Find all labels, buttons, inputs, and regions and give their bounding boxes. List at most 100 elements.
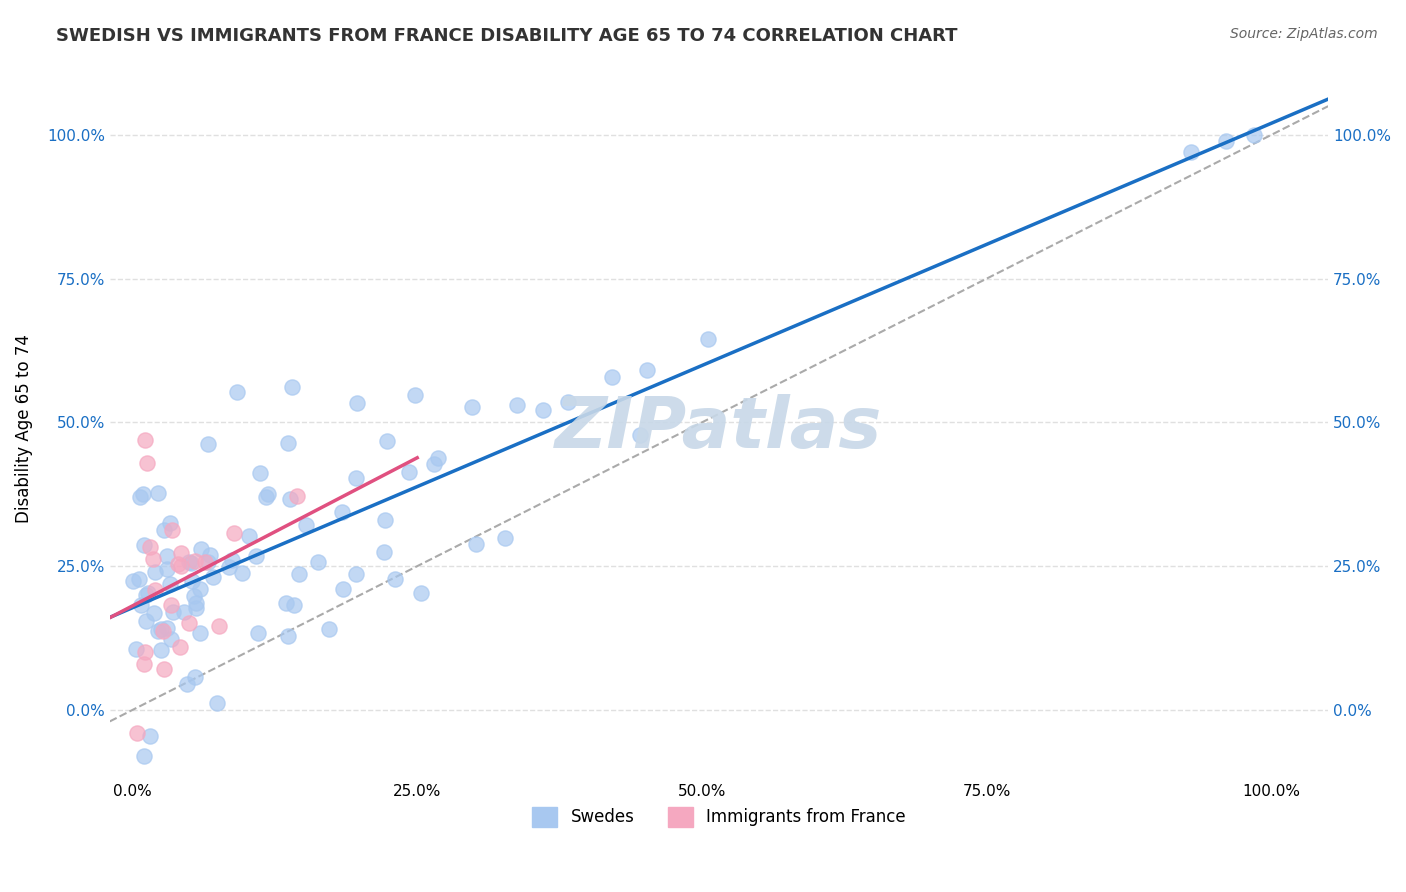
Swedes bbox=[159, 632, 181, 646]
Immigrants from France bbox=[142, 552, 165, 566]
Swedes bbox=[278, 491, 301, 506]
Swedes bbox=[225, 384, 247, 399]
Swedes bbox=[557, 395, 579, 409]
Swedes bbox=[344, 566, 367, 581]
Immigrants from France bbox=[184, 554, 207, 568]
Swedes bbox=[494, 531, 516, 545]
Swedes bbox=[122, 574, 145, 588]
Swedes bbox=[186, 601, 208, 615]
Swedes bbox=[330, 505, 353, 519]
Swedes bbox=[461, 400, 484, 414]
Swedes bbox=[153, 523, 176, 537]
FancyBboxPatch shape bbox=[529, 25, 849, 118]
Swedes bbox=[254, 490, 277, 504]
Text: N =: N = bbox=[720, 83, 756, 101]
Swedes bbox=[318, 622, 340, 636]
Swedes bbox=[156, 549, 179, 563]
Text: R =: R = bbox=[602, 43, 638, 61]
Swedes bbox=[423, 458, 446, 472]
Swedes bbox=[176, 677, 198, 691]
Swedes bbox=[186, 596, 208, 610]
Swedes bbox=[162, 605, 184, 619]
Swedes bbox=[180, 556, 202, 570]
Swedes bbox=[1215, 134, 1237, 148]
Swedes bbox=[190, 542, 212, 557]
Immigrants from France bbox=[222, 526, 245, 541]
Immigrants from France bbox=[160, 523, 183, 537]
Swedes bbox=[183, 589, 205, 603]
Swedes bbox=[295, 518, 318, 533]
Immigrants from France bbox=[134, 433, 156, 447]
Swedes bbox=[274, 596, 297, 610]
Immigrants from France bbox=[132, 657, 155, 671]
Swedes bbox=[129, 599, 152, 613]
Immigrants from France bbox=[169, 640, 191, 655]
Immigrants from France bbox=[139, 540, 162, 554]
Immigrants from France bbox=[152, 624, 174, 639]
Swedes bbox=[135, 588, 157, 602]
Swedes bbox=[288, 566, 311, 581]
Bar bbox=[547, 36, 591, 67]
Text: 90: 90 bbox=[766, 43, 792, 61]
Swedes bbox=[531, 403, 554, 417]
Swedes bbox=[332, 582, 354, 597]
Swedes bbox=[1180, 145, 1202, 160]
Legend: Swedes, Immigrants from France: Swedes, Immigrants from France bbox=[526, 800, 912, 834]
Immigrants from France bbox=[170, 546, 193, 560]
Swedes bbox=[159, 576, 181, 591]
Swedes bbox=[465, 537, 488, 551]
Swedes bbox=[148, 486, 170, 500]
Swedes bbox=[411, 586, 433, 600]
Swedes bbox=[138, 586, 160, 600]
Swedes bbox=[128, 572, 150, 586]
Immigrants from France bbox=[134, 644, 156, 658]
Swedes bbox=[246, 626, 269, 640]
Immigrants from France bbox=[285, 489, 308, 503]
Swedes bbox=[307, 555, 329, 569]
Swedes bbox=[150, 642, 173, 657]
Immigrants from France bbox=[125, 726, 148, 740]
Swedes bbox=[377, 434, 399, 448]
Swedes bbox=[148, 624, 170, 638]
Immigrants from France bbox=[153, 662, 176, 676]
Swedes bbox=[249, 466, 271, 480]
Text: R =: R = bbox=[602, 83, 638, 101]
Swedes bbox=[283, 599, 305, 613]
Swedes bbox=[373, 545, 395, 559]
Swedes bbox=[132, 487, 155, 501]
Swedes bbox=[630, 428, 652, 442]
Text: 0.361: 0.361 bbox=[648, 83, 706, 101]
Swedes bbox=[173, 605, 195, 619]
Swedes bbox=[129, 490, 152, 504]
Swedes bbox=[125, 642, 148, 657]
Swedes bbox=[256, 487, 278, 501]
Swedes bbox=[183, 670, 205, 684]
Text: N =: N = bbox=[720, 43, 756, 61]
Swedes bbox=[238, 528, 260, 542]
Swedes bbox=[197, 555, 219, 569]
Swedes bbox=[697, 332, 720, 346]
Text: 22: 22 bbox=[766, 83, 792, 101]
Immigrants from France bbox=[208, 619, 231, 633]
Swedes bbox=[156, 562, 179, 576]
Text: 0.736: 0.736 bbox=[648, 43, 706, 61]
Swedes bbox=[159, 516, 181, 531]
Immigrants from France bbox=[179, 615, 201, 630]
Swedes bbox=[156, 621, 179, 635]
Swedes bbox=[143, 566, 166, 580]
Text: Source: ZipAtlas.com: Source: ZipAtlas.com bbox=[1230, 27, 1378, 41]
Swedes bbox=[636, 362, 658, 376]
Swedes bbox=[344, 471, 367, 485]
Swedes bbox=[150, 622, 173, 636]
Immigrants from France bbox=[159, 598, 181, 612]
Swedes bbox=[142, 606, 165, 620]
Swedes bbox=[506, 398, 529, 412]
Text: SWEDISH VS IMMIGRANTS FROM FRANCE DISABILITY AGE 65 TO 74 CORRELATION CHART: SWEDISH VS IMMIGRANTS FROM FRANCE DISABI… bbox=[56, 27, 957, 45]
Swedes bbox=[277, 435, 299, 450]
Swedes bbox=[384, 572, 406, 586]
Swedes bbox=[374, 513, 396, 527]
Swedes bbox=[135, 615, 157, 629]
Swedes bbox=[281, 380, 304, 394]
Swedes bbox=[201, 570, 224, 584]
Swedes bbox=[188, 626, 211, 640]
